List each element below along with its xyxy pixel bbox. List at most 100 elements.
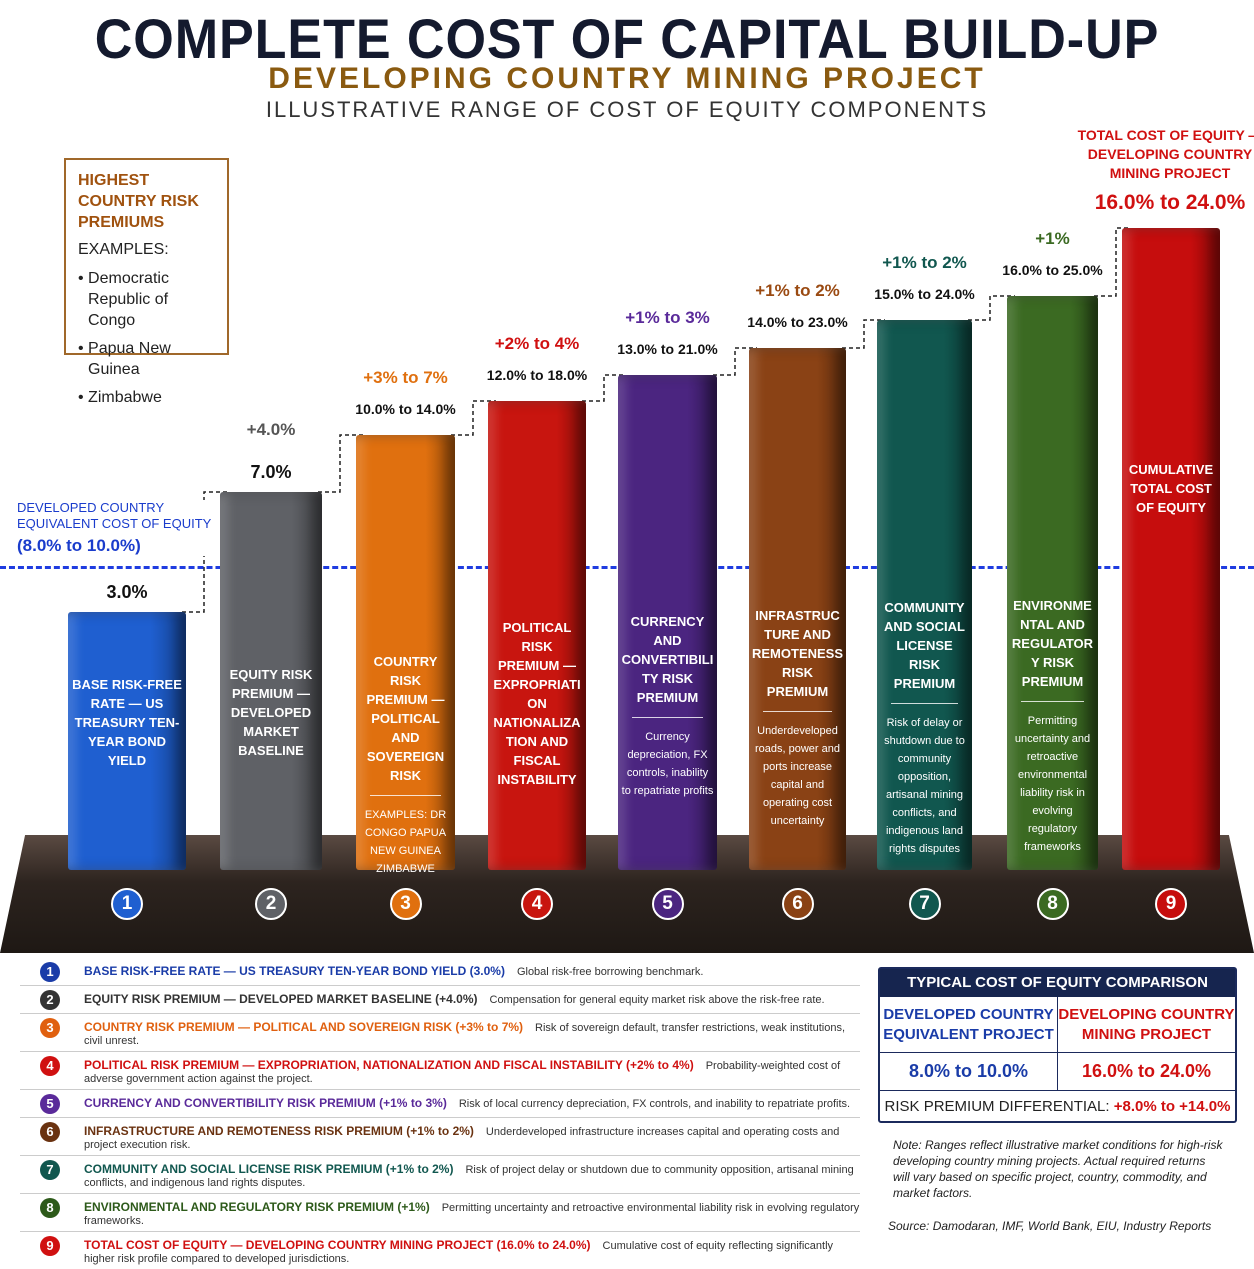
differential-value: +8.0% to +14.0% <box>1113 1098 1231 1115</box>
legend-row: 8 ENVIRONMENTAL AND REGULATORY RISK PREM… <box>20 1194 860 1232</box>
example-item: • Zimbabwe <box>78 389 162 406</box>
bar-increment-label: +4.0% <box>246 420 296 439</box>
step-connector <box>582 374 626 402</box>
legend-description: Global risk-free borrowing benchmark. <box>516 966 704 978</box>
developed-benchmark-range: (8.0% to 10.0%) <box>17 536 141 555</box>
bar-5: CURRENCY AND CONVERTIBILITY RISK PREMIUM… <box>618 375 717 870</box>
bar-number-badge: 1 <box>111 888 143 920</box>
legend-number-badge: 7 <box>40 1160 60 1180</box>
bar-number-badge: 2 <box>255 888 287 920</box>
bar-description: Underdeveloped roads, power and ports in… <box>755 725 840 827</box>
legend-number-badge: 3 <box>40 1018 60 1038</box>
bar-cumulative-label: 14.0% to 23.0% <box>747 314 848 330</box>
legend-row: 6 INFRASTRUCTURE AND REMOTENESS RISK PRE… <box>20 1118 860 1156</box>
developed-benchmark-label: DEVELOPED COUNTRY EQUIVALENT COST OF EQU… <box>17 500 212 531</box>
bar-4: POLITICAL RISK PREMIUM — EXPROPRIATION N… <box>488 401 586 870</box>
developed-column-value: 8.0% to 10.0% <box>908 1061 1029 1081</box>
bar-6: INFRASTRUCTURE AND REMOTENESS RISK PREMI… <box>749 348 846 870</box>
bar-increment-label: +1% to 2% <box>755 281 840 300</box>
bar-number-badge: 7 <box>908 888 941 920</box>
bar-increment-label: +1% <box>1035 229 1070 248</box>
bar-number-badge: 9 <box>1155 888 1187 920</box>
legend-row: 9 TOTAL COST OF EQUITY — DEVELOPING COUN… <box>20 1232 860 1269</box>
comparison-table: TYPICAL COST OF EQUITY COMPARISON DEVELO… <box>878 967 1237 1123</box>
bar-title: COUNTRY RISK PREMIUM — POLITICAL AND SOV… <box>366 654 445 783</box>
legend-heading: EQUITY RISK PREMIUM — DEVELOPED MARKET B… <box>84 992 478 1006</box>
differential-label: RISK PREMIUM DIFFERENTIAL: <box>884 1098 1110 1115</box>
legend-heading: TOTAL COST OF EQUITY — DEVELOPING COUNTR… <box>84 1238 591 1252</box>
bar-description: Risk of delay or shutdown due to communi… <box>884 717 965 855</box>
bar-increment-label: +1% to 3% <box>625 308 710 327</box>
bar-cumulative-label: 10.0% to 14.0% <box>355 401 456 417</box>
bar-divider <box>632 717 703 718</box>
developed-benchmark-callout: DEVELOPED COUNTRY EQUIVALENT COST OF EQU… <box>17 500 232 556</box>
developing-column-value: 16.0% to 24.0% <box>1081 1061 1212 1081</box>
legend-description: Risk of local currency depreciation, FX … <box>458 1098 851 1110</box>
example-item: • Papua New Guinea <box>78 340 171 378</box>
bar-2: EQUITY RISK PREMIUM — DEVELOPED MARKET B… <box>220 492 322 870</box>
note-text: Note: Ranges reflect illustrative market… <box>893 1138 1223 1200</box>
legend-description: Underdeveloped infrastructure increases … <box>84 1126 840 1151</box>
highest-risk-heading: HIGHEST COUNTRY RISK PREMIUMS <box>78 172 199 231</box>
legend-description: Compensation for general equity market r… <box>489 994 825 1006</box>
bar-number-badge: 3 <box>389 888 422 920</box>
bar-title: COMMUNITY AND SOCIAL LICENSE RISK PREMIU… <box>884 600 965 691</box>
chart-title: COMPLETE COST OF CAPITAL BUILD-UP <box>94 7 1160 70</box>
bar-1: BASE RISK-FREE RATE — US TREASURY TEN-YE… <box>68 612 186 870</box>
bar-3: COUNTRY RISK PREMIUM — POLITICAL AND SOV… <box>356 435 455 875</box>
step-connector <box>318 434 364 493</box>
legend-row: 1 BASE RISK-FREE RATE — US TREASURY TEN-… <box>20 958 860 986</box>
legend-heading: ENVIRONMENTAL AND REGULATORY RISK PREMIU… <box>84 1200 430 1214</box>
legend-heading: COMMUNITY AND SOCIAL LICENSE RISK PREMIU… <box>84 1162 454 1176</box>
bar-cumulative-label: 3.0% <box>106 582 148 602</box>
legend: 1 BASE RISK-FREE RATE — US TREASURY TEN-… <box>20 958 860 1269</box>
bar-title: CURRENCY AND CONVERTIBILITY RISK PREMIUM <box>621 614 714 705</box>
bar-increment-label: +1% to 2% <box>882 253 967 272</box>
highest-risk-box: HIGHEST COUNTRY RISK PREMIUMS EXAMPLES: … <box>64 158 229 406</box>
bar-8: ENVIRONMENTAL AND REGULATORY RISK PREMIU… <box>1007 296 1098 870</box>
legend-heading: BASE RISK-FREE RATE — US TREASURY TEN-YE… <box>84 964 505 978</box>
legend-number-badge: 9 <box>40 1236 60 1256</box>
bar-divider <box>763 711 832 712</box>
legend-number-badge: 2 <box>40 990 60 1010</box>
step-connector <box>968 295 1015 321</box>
bar-cumulative-label: 15.0% to 24.0% <box>874 286 975 302</box>
bar-title: EQUITY RISK PREMIUM — DEVELOPED MARKET B… <box>229 667 313 758</box>
legend-heading: INFRASTRUCTURE AND REMOTENESS RISK PREMI… <box>84 1124 474 1138</box>
developed-column-header: DEVELOPED COUNTRY EQUIVALENT PROJECT <box>880 997 1057 1053</box>
legend-row: 3 COUNTRY RISK PREMIUM — POLITICAL AND S… <box>20 1014 860 1052</box>
legend-row: 2 EQUITY RISK PREMIUM — DEVELOPED MARKET… <box>20 986 860 1014</box>
step-connector <box>182 491 228 613</box>
bar-divider <box>370 795 441 796</box>
bar-number-badge: 6 <box>781 888 814 920</box>
legend-number-badge: 1 <box>40 962 60 982</box>
bar-number-badge: 8 <box>1036 888 1069 920</box>
chart-subtitle: DEVELOPING COUNTRY MINING PROJECT <box>268 62 986 95</box>
legend-heading: COUNTRY RISK PREMIUM — POLITICAL AND SOV… <box>84 1020 524 1034</box>
legend-description: Permitting uncertainty and retroactive e… <box>84 1202 860 1227</box>
bar-description: Currency depreciation, FX controls, inab… <box>621 731 714 797</box>
bar-cumulative-label: 7.0% <box>250 462 292 482</box>
bar-divider <box>1021 701 1084 702</box>
step-connector <box>1094 227 1130 297</box>
legend-description: Risk of sovereign default, transfer rest… <box>84 1022 846 1047</box>
bar-title: INFRASTRUCTURE AND REMOTENESS RISK PREMI… <box>752 608 844 699</box>
legend-row: 4 POLITICAL RISK PREMIUM — EXPROPRIATION… <box>20 1052 860 1090</box>
step-connector <box>842 319 885 349</box>
bar-cumulative-label: 13.0% to 21.0% <box>617 341 718 357</box>
bar-divider <box>891 703 958 704</box>
example-item: • Democratic Republic of Congo <box>78 270 169 329</box>
bar-cumulative-label: 16.0% to 25.0% <box>1002 262 1103 278</box>
bar-9: CUMULATIVE TOTAL COST OF EQUITY <box>1122 228 1220 870</box>
bar-increment-label: +2% to 4% <box>494 334 580 353</box>
step-connector <box>451 400 496 436</box>
bar-increment-label: +3% to 7% <box>363 368 448 387</box>
legend-description: Risk of project delay or shutdown due to… <box>84 1164 854 1189</box>
bar-description: Permitting uncertainty and retroactive e… <box>1014 715 1091 853</box>
bar-number-badge: 5 <box>651 888 684 920</box>
legend-number-badge: 4 <box>40 1056 60 1076</box>
legend-row: 7 COMMUNITY AND SOCIAL LICENSE RISK PREM… <box>20 1156 860 1194</box>
bar-7: COMMUNITY AND SOCIAL LICENSE RISK PREMIU… <box>877 320 972 870</box>
developing-column-header: DEVELOPING COUNTRY MINING PROJECT <box>1058 997 1235 1053</box>
legend-number-badge: 6 <box>40 1122 60 1142</box>
